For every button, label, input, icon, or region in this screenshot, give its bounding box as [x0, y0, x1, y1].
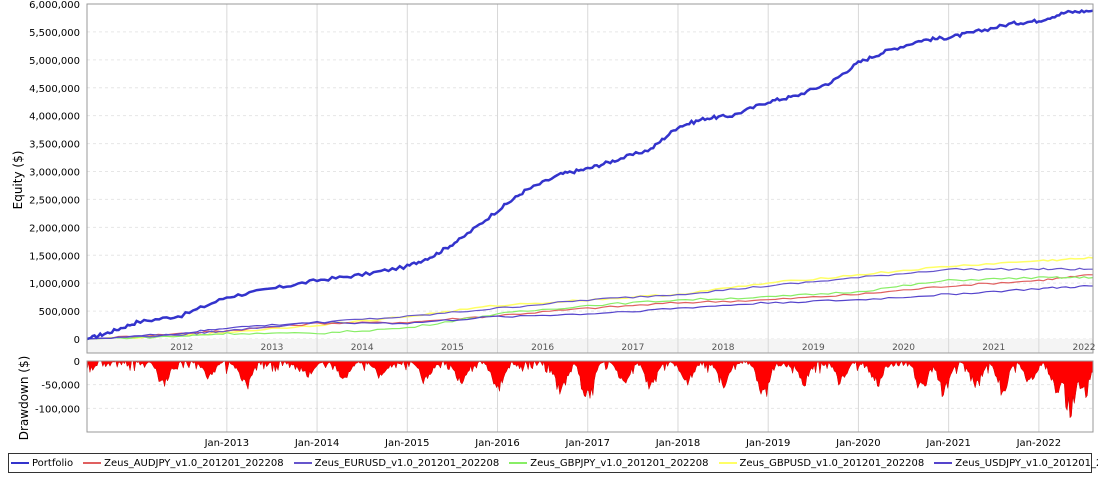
- legend-label: Zeus_EURUSD_v1.0_201201_202208: [314, 457, 500, 469]
- equity-y-tick-label: 1,500,000: [29, 251, 80, 262]
- series-line-5: [86, 284, 1094, 340]
- equity-y-tick-label: 500,000: [39, 307, 80, 318]
- drawdown-y-tick-label: -50,000: [41, 381, 80, 392]
- legend-label: Zeus_AUDJPY_v1.0_201201_202208: [104, 457, 284, 469]
- year-label: 2021: [982, 343, 1005, 353]
- legend-item-5: Zeus_USDJPY_v1.0_201201_202208: [932, 458, 1098, 469]
- equity-y-tick-label: 3,000,000: [29, 168, 80, 179]
- equity-y-tick-label: 4,500,000: [29, 84, 80, 95]
- equity-y-tick-label: 5,000,000: [29, 56, 80, 67]
- year-label: 2016: [531, 343, 554, 353]
- equity-series: [86, 9, 1094, 341]
- drawdown-plot-frame: [86, 360, 1094, 433]
- legend-item-2: Zeus_EURUSD_v1.0_201201_202208: [292, 457, 500, 469]
- year-label: 2022: [1073, 343, 1096, 353]
- legend-label: Zeus_GBPJPY_v1.0_201201_202208: [530, 457, 709, 469]
- drawdown-area: [86, 360, 1094, 419]
- drawdown-x-tick-label: Jan-2019: [745, 438, 790, 449]
- equity-y-tick-label: 5,500,000: [29, 28, 80, 39]
- equity-y-tick-label: 2,000,000: [29, 223, 80, 234]
- legend-swatch: [293, 462, 312, 464]
- equity-plot-frame: [86, 3, 1094, 354]
- equity-y-tick-label: 1,000,000: [29, 279, 80, 290]
- year-label: 2020: [892, 343, 915, 353]
- drawdown-y-tick-label: 0: [74, 357, 80, 368]
- series-line-2: [86, 267, 1093, 340]
- year-band: [87, 339, 1093, 353]
- equity-y-tick-label: 6,000,000: [29, 0, 80, 11]
- equity-year-labels: 2012 2013 2014 2015 2016 2017 2018 2019 2020 2021…: [170, 343, 1095, 353]
- legend-swatch: [718, 462, 737, 464]
- series-line-0: [86, 9, 1094, 341]
- year-label: 2017: [621, 343, 644, 353]
- drawdown-fill: [86, 360, 1094, 419]
- drawdown-x-tick-label: Jan-2014: [294, 438, 339, 449]
- year-label: 2012: [170, 343, 193, 353]
- legend-label: Zeus_GBPUSD_v1.0_201201_202208: [739, 457, 925, 469]
- legend-label: Zeus_USDJPY_v1.0_201201_202208: [955, 457, 1098, 469]
- legend-item-3: Zeus_GBPJPY_v1.0_201201_202208: [507, 457, 709, 469]
- drawdown-y-axis-label: Drawdown ($): [17, 356, 31, 441]
- drawdown-x-tick-label: Jan-2020: [835, 438, 880, 449]
- drawdown-x-tick-label: Jan-2017: [565, 438, 610, 449]
- drawdown-x-tick-label: Jan-2016: [474, 438, 519, 449]
- legend-item-1: Zeus_AUDJPY_v1.0_201201_202208: [81, 457, 284, 469]
- drawdown-x-tick-label: Jan-2021: [925, 438, 970, 449]
- equity-grid: [87, 3, 1093, 353]
- year-label: 2013: [261, 343, 284, 353]
- equity-y-ticks: 0 500,000 1,000,000 1,500,000 2,000,000 2,500…: [29, 0, 80, 346]
- drawdown-x-ticks: Jan-2013 Jan-2014 Jan-2015 Jan-2016 Jan-2017…: [204, 438, 1062, 449]
- legend-item-0: Portfolio: [9, 458, 73, 469]
- legend-label: Portfolio: [32, 457, 74, 469]
- equity-y-tick-label: 4,000,000: [29, 112, 80, 123]
- legend-swatch: [83, 462, 102, 464]
- equity-y-tick-label: 2,500,000: [29, 195, 80, 206]
- legend-swatch: [934, 462, 953, 464]
- year-label: 2018: [712, 343, 735, 353]
- legend-item-4: Zeus_GBPUSD_v1.0_201201_202208: [717, 457, 925, 469]
- drawdown-y-ticks: 0 -50,000 -100,000: [35, 357, 80, 415]
- drawdown-x-tick-label: Jan-2022: [1016, 438, 1061, 449]
- legend-swatch: [509, 462, 528, 464]
- equity-y-tick-label: 3,500,000: [29, 140, 80, 151]
- drawdown-x-tick-label: Jan-2013: [204, 438, 249, 449]
- drawdown-x-tick-label: Jan-2015: [384, 438, 429, 449]
- series-line-3: [86, 276, 1094, 340]
- legend-swatch: [11, 462, 29, 464]
- year-label: 2014: [351, 343, 374, 353]
- year-label: 2015: [441, 343, 464, 353]
- year-label: 2019: [802, 343, 825, 353]
- drawdown-y-tick-label: -100,000: [35, 404, 80, 415]
- equity-y-tick-label: 0: [74, 335, 80, 346]
- chart-legend: Portfolio Zeus_AUDJPY_v1.0_201201_202208 Z…: [8, 453, 1098, 473]
- drawdown-x-tick-label: Jan-2018: [655, 438, 700, 449]
- chart-canvas: 0 500,000 1,000,000 1,500,000 2,000,000 2,500…: [11, 0, 1095, 449]
- equity-y-axis-label: Equity ($): [11, 151, 25, 210]
